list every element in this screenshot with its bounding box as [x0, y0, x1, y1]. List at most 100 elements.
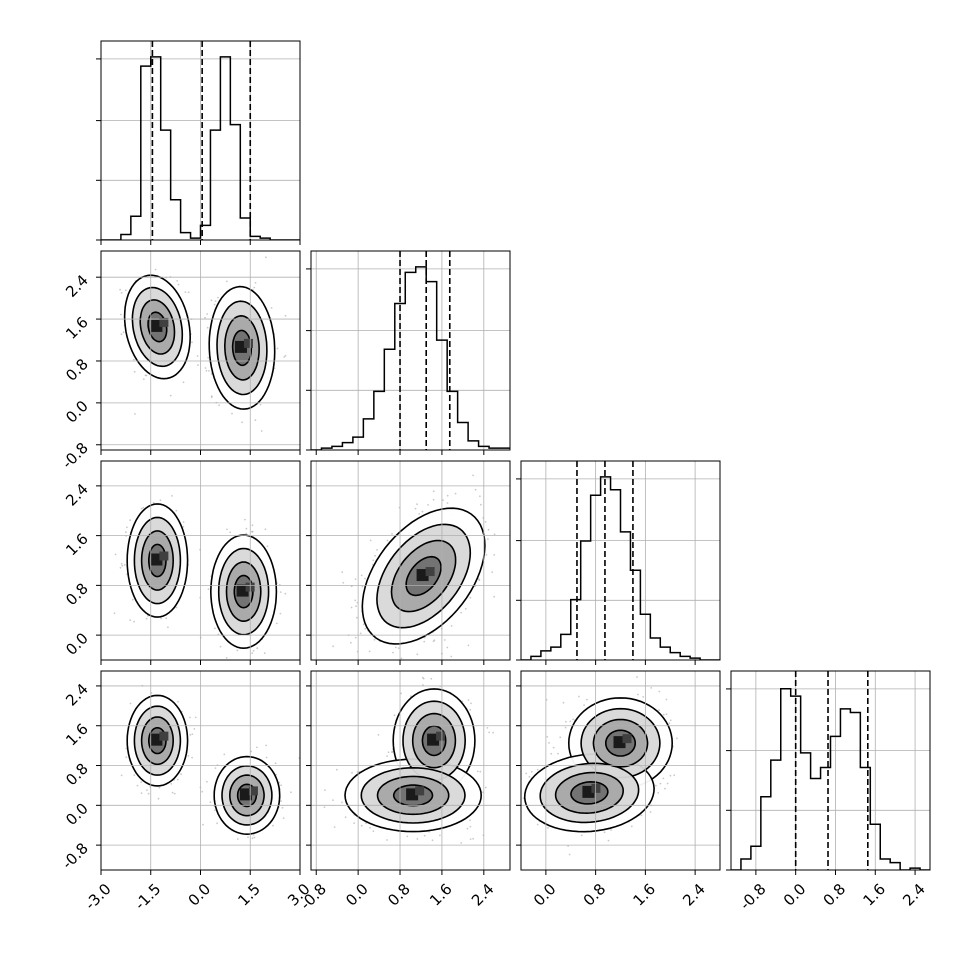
scatter-point	[177, 700, 180, 703]
scatter-point	[333, 826, 336, 828]
scatter-point	[226, 280, 228, 283]
scatter-point	[332, 799, 334, 801]
scatter-point	[201, 790, 204, 793]
scatter-point	[409, 695, 412, 697]
scatter-point	[146, 615, 149, 617]
scatter-point	[263, 652, 266, 655]
scatter-point	[374, 554, 376, 557]
diag-panel-1	[306, 250, 511, 455]
scatter-point	[283, 356, 286, 358]
scatter-point	[280, 784, 282, 787]
scatter-point	[469, 708, 472, 711]
scatter-point	[364, 577, 366, 580]
scatter-point	[196, 355, 199, 357]
scatter-point	[145, 374, 148, 377]
joint-panel-1-2	[306, 460, 511, 665]
scatter-point	[229, 531, 232, 534]
scatter-point	[273, 663, 275, 665]
scatter-point	[265, 256, 267, 259]
scatter-point	[484, 521, 487, 523]
scatter-point	[133, 620, 136, 623]
scatter-point	[213, 303, 216, 306]
scatter-point	[216, 822, 219, 825]
scatter-point	[386, 755, 388, 757]
scatter-point	[98, 297, 100, 299]
scatter-point	[373, 638, 376, 641]
scatter-point	[120, 333, 123, 336]
scatter-point	[208, 370, 210, 372]
scatter-point	[170, 783, 173, 785]
scatter-point	[637, 693, 639, 696]
scatter-point	[336, 768, 338, 771]
scatter-point	[394, 646, 397, 649]
scatter-point	[636, 676, 638, 678]
scatter-point	[134, 413, 136, 415]
scatter-point	[259, 403, 262, 406]
scatter-point	[487, 538, 489, 540]
scatter-point	[251, 837, 254, 840]
scatter-point	[479, 770, 482, 773]
scatter-point	[122, 331, 125, 334]
scatter-point	[177, 778, 179, 781]
scatter-point	[142, 378, 145, 380]
scatter-point	[176, 280, 179, 282]
scatter-point	[450, 655, 453, 658]
scatter-point	[344, 816, 347, 819]
scatter-point	[350, 585, 353, 588]
scatter-point	[342, 581, 345, 584]
scatter-point	[171, 495, 173, 497]
density-cell	[159, 317, 169, 327]
scatter-point	[282, 817, 285, 819]
scatter-point	[180, 773, 183, 776]
scatter-point	[274, 762, 277, 765]
scatter-point	[140, 507, 143, 510]
scatter-point	[207, 588, 210, 591]
scatter-point	[493, 533, 496, 536]
scatter-point	[354, 578, 357, 580]
scatter-point	[169, 394, 172, 397]
scatter-point	[361, 585, 364, 588]
scatter-point	[446, 646, 449, 649]
scatter-point	[377, 734, 380, 736]
histogram-group	[521, 461, 720, 660]
scatter-point	[400, 657, 403, 660]
scatter-point	[372, 559, 375, 562]
panel-frame	[310, 250, 511, 451]
scatter-point	[439, 834, 441, 837]
scatter-point	[391, 750, 394, 753]
scatter-point	[210, 396, 213, 399]
scatter-point	[469, 596, 472, 599]
scatter-point	[182, 381, 185, 384]
scatter-point	[351, 772, 353, 774]
scatter-point	[284, 592, 287, 595]
scatter-point	[120, 563, 123, 565]
scatter-point	[206, 313, 209, 315]
scatter-point	[474, 488, 477, 491]
scatter-point	[280, 800, 282, 802]
scatter-point	[129, 619, 132, 621]
panel-frame	[730, 670, 931, 871]
scatter-point	[392, 651, 394, 654]
scatter-point	[416, 503, 418, 506]
scatter-point	[460, 842, 463, 844]
scatter-point	[467, 644, 470, 647]
scatter-point	[146, 789, 148, 791]
scatter-point	[254, 419, 257, 422]
scatter-point	[279, 591, 282, 593]
scatter-point	[217, 296, 219, 299]
scatter-point	[157, 797, 160, 800]
scatter-point	[676, 737, 678, 740]
scatter-point	[469, 838, 472, 840]
scatter-point	[270, 307, 273, 309]
scatter-point	[418, 513, 421, 515]
scatter-point	[281, 806, 284, 809]
histogram-group	[311, 251, 510, 450]
scatter-point	[142, 506, 145, 509]
scatter-point	[140, 792, 143, 794]
scatter-point	[387, 751, 390, 754]
scatter-point	[284, 354, 287, 357]
scatter-point	[225, 657, 228, 659]
density-cell	[425, 567, 435, 577]
scatter-point	[432, 490, 435, 493]
scatter-point	[284, 314, 287, 317]
